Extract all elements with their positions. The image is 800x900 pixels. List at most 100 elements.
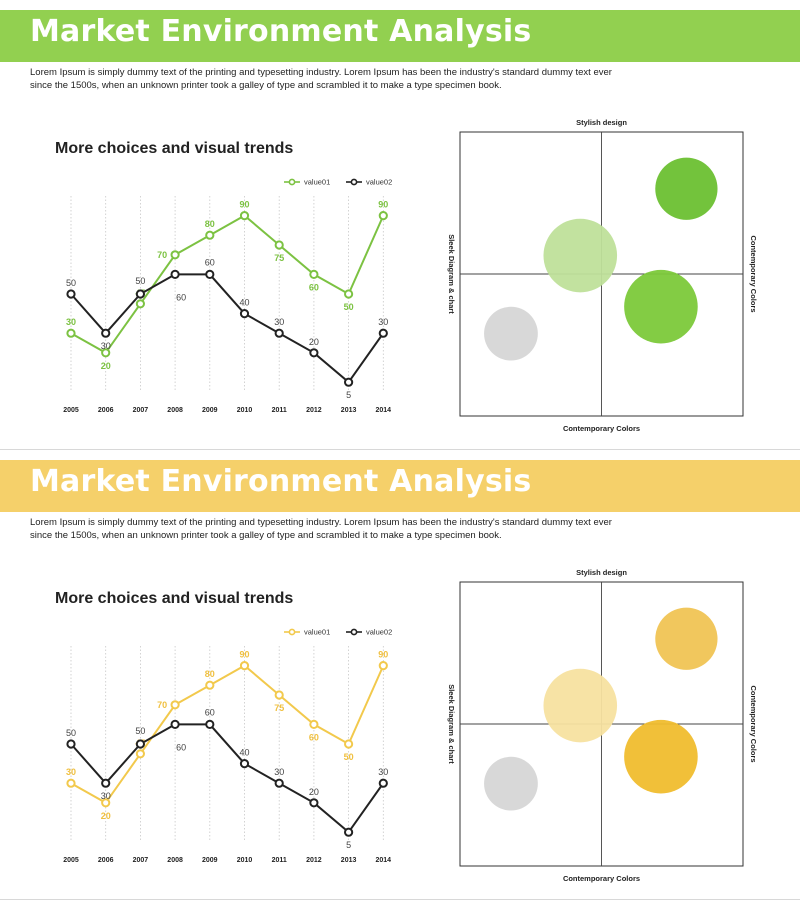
x-tick-2011: 2011 <box>272 857 287 864</box>
point-value01-2009 <box>205 680 215 690</box>
bubble-light <box>543 668 618 743</box>
legend-label-value02: value02 <box>366 178 392 187</box>
legend-label-value01: value01 <box>304 628 330 637</box>
point-value01-2005 <box>66 778 76 788</box>
data-label-value02-2013: 5 <box>346 390 351 400</box>
axis-label-left: Sleek Diagram & chart <box>447 684 456 764</box>
point-value01-2006 <box>101 798 111 808</box>
point-value01-2008 <box>170 250 180 260</box>
data-label-value02-2009: 60 <box>205 707 215 717</box>
point-value01-2013 <box>344 739 354 749</box>
data-label-value02-2009: 60 <box>205 257 215 267</box>
legend-marker-value01 <box>288 178 296 186</box>
axis-label-left: Sleek Diagram & chart <box>447 234 456 314</box>
axis-label-top: Stylish design <box>576 568 627 577</box>
data-label-value01-2011: 75 <box>274 703 284 713</box>
data-label-value02-2013: 5 <box>346 840 351 850</box>
x-tick-2007: 2007 <box>133 857 149 864</box>
point-value01-2011 <box>274 690 284 700</box>
x-tick-2009: 2009 <box>202 857 218 864</box>
title-banner: Market Environment Analysis <box>0 10 800 62</box>
point-value02-2014 <box>378 328 388 338</box>
data-label-value02-2005: 50 <box>66 278 76 288</box>
axis-label-right: Contemporary Colors <box>749 235 758 312</box>
x-tick-2006: 2006 <box>98 407 114 414</box>
data-label-value02-2014: 30 <box>378 317 388 327</box>
data-label-value02-2006: 30 <box>101 791 111 801</box>
bubble-strong <box>655 157 718 220</box>
data-label-value02-2011: 30 <box>274 317 284 327</box>
point-value02-2010 <box>239 309 250 319</box>
legend-marker-value02 <box>350 628 358 636</box>
data-label-value02-2007: 50 <box>135 276 145 286</box>
point-value02-2011 <box>274 778 284 788</box>
data-label-value01-2009: 80 <box>205 219 215 229</box>
point-value01-2011 <box>274 240 284 250</box>
point-value01-2010 <box>239 211 250 221</box>
data-label-value02-2012: 20 <box>309 337 319 347</box>
description-text: Lorem Ipsum is simply dummy text of the … <box>30 517 612 541</box>
line-chart: value01 value02 2005 2006 2007 2008 2009 2010 20… <box>63 178 392 415</box>
point-value01-2008 <box>170 700 180 710</box>
data-label-value01-2014: 90 <box>378 200 388 210</box>
data-label-value01-2010: 90 <box>239 650 249 660</box>
slide-1: Market Environment Analysis Lorem Ipsum … <box>0 10 800 450</box>
axis-label-bottom: Contemporary Colors <box>563 874 640 883</box>
x-tick-2014: 2014 <box>376 857 392 864</box>
data-label-value01-2005: 30 <box>66 317 76 327</box>
x-tick-2013: 2013 <box>341 407 357 414</box>
description-text: Lorem Ipsum is simply dummy text of the … <box>30 67 612 91</box>
slide-2: Market Environment Analysis Lorem Ipsum … <box>0 450 800 900</box>
data-label-value01-2008: 70 <box>157 700 167 710</box>
bubble-light <box>543 218 618 293</box>
data-label-value01-2012: 60 <box>309 282 319 292</box>
point-value02-2005 <box>66 289 76 299</box>
point-value01-2013 <box>344 289 354 299</box>
data-label-value01-2006: 20 <box>101 811 111 821</box>
point-value02-2010 <box>239 759 250 769</box>
x-tick-2005: 2005 <box>63 407 79 414</box>
data-label-value02-2008: 60 <box>176 292 186 302</box>
x-tick-2008: 2008 <box>167 857 183 864</box>
x-tick-2013: 2013 <box>341 857 357 864</box>
point-value01-2014 <box>378 661 388 671</box>
data-label-value02-2010: 40 <box>239 298 249 308</box>
point-value02-2007 <box>135 289 146 299</box>
data-label-value02-2010: 40 <box>239 748 249 758</box>
bubble-chart: Stylish design Contemporary Colors Sleek D… <box>447 118 758 433</box>
point-value02-2008 <box>170 269 180 280</box>
series-line-value01 <box>70 664 385 805</box>
x-tick-2014: 2014 <box>376 407 392 414</box>
data-label-value01-2013: 50 <box>344 302 354 312</box>
data-label-value01-2012: 60 <box>309 732 319 742</box>
point-value02-2014 <box>378 778 388 788</box>
data-label-value01-2009: 80 <box>205 669 215 679</box>
legend-marker-value01 <box>288 628 296 636</box>
point-value02-2012 <box>309 798 319 808</box>
point-value02-2008 <box>170 719 180 730</box>
legend-label-value01: value01 <box>304 178 330 187</box>
bubble-medium <box>624 719 698 794</box>
title-banner: Market Environment Analysis <box>0 460 800 512</box>
point-value01-2012 <box>309 719 319 730</box>
point-value02-2011 <box>274 328 284 338</box>
point-value01-2009 <box>205 230 215 240</box>
data-label-value02-2008: 60 <box>176 742 186 752</box>
x-tick-2005: 2005 <box>63 857 79 864</box>
point-value01-2007 <box>135 749 146 759</box>
point-value02-2013 <box>344 377 354 387</box>
data-label-value02-2006: 30 <box>101 341 111 351</box>
bubble-strong <box>655 607 718 670</box>
data-label-value02-2014: 30 <box>378 767 388 777</box>
x-tick-2009: 2009 <box>202 407 218 414</box>
data-label-value01-2008: 70 <box>157 250 167 260</box>
point-value01-2005 <box>66 328 76 338</box>
data-label-value01-2014: 90 <box>378 650 388 660</box>
chart-title: More choices and visual trends <box>55 590 294 607</box>
data-label-value01-2011: 75 <box>274 253 284 263</box>
series-line-value01 <box>70 214 385 355</box>
axis-label-right: Contemporary Colors <box>749 685 758 762</box>
bubble-gray <box>484 756 538 811</box>
point-value01-2012 <box>309 269 319 280</box>
data-label-value02-2007: 50 <box>135 726 145 736</box>
